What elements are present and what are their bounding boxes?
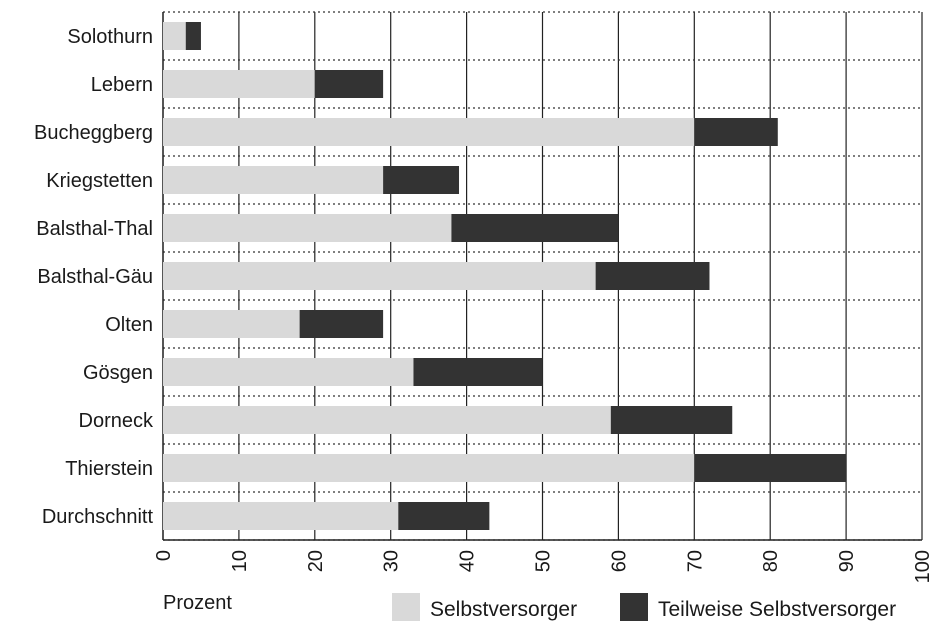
- legend: Selbstversorger Teilweise Selbstversorger: [392, 593, 896, 621]
- bar-teilweise-olten: [299, 310, 384, 338]
- bar-teilweise-thierstein: [694, 454, 847, 482]
- bar-teilweise-dorneck: [610, 406, 733, 434]
- legend-swatch-teilweise: [620, 593, 648, 621]
- x-tick-labels: 0 10 20 30 40 50 60 70 80 90 100: [153, 550, 934, 583]
- x-tick-label: 0: [153, 550, 175, 561]
- bar-teilweise-lebern: [314, 70, 384, 98]
- legend-label: Selbstversorger: [430, 598, 577, 621]
- bar-selbstversorger-solothurn: [163, 22, 186, 50]
- bar-teilweise-durchschnitt: [398, 502, 490, 530]
- bar-teilweise-bucheggberg: [694, 118, 778, 146]
- bar-teilweise-gösgen: [413, 358, 543, 386]
- bar-selbstversorger-dorneck: [163, 406, 611, 434]
- x-tick-label: 60: [608, 550, 630, 572]
- legend-swatch-selbstversorger: [392, 593, 420, 621]
- x-tick-label: 90: [836, 550, 858, 572]
- x-tick-label: 20: [305, 550, 327, 572]
- bar-selbstversorger-gösgen: [163, 358, 414, 386]
- x-tick-label: 50: [533, 550, 555, 572]
- bars: [163, 22, 847, 530]
- category-labels: Solothurn Lebern Bucheggberg Kriegstetten Ba…: [34, 26, 154, 528]
- bar-selbstversorger-balsthal-thal: [163, 214, 452, 242]
- x-axis-label: Prozent: [163, 592, 232, 614]
- category-label: Lebern: [91, 74, 153, 96]
- legend-label: Teilweise Selbstversorger: [658, 598, 896, 621]
- category-label: Durchschnitt: [42, 506, 154, 528]
- category-label: Balsthal-Thal: [36, 218, 153, 240]
- category-label: Olten: [105, 314, 153, 336]
- bar-selbstversorger-thierstein: [163, 454, 695, 482]
- bar-teilweise-solothurn: [185, 22, 201, 50]
- bar-selbstversorger-lebern: [163, 70, 315, 98]
- bar-selbstversorger-bucheggberg: [163, 118, 695, 146]
- bar-selbstversorger-olten: [163, 310, 300, 338]
- grid: [162, 11, 923, 541]
- bar-selbstversorger-balsthal-gäu: [163, 262, 596, 290]
- bar-teilweise-kriegstetten: [383, 166, 460, 194]
- x-tick-label: 80: [760, 550, 782, 572]
- category-label: Dorneck: [79, 410, 154, 432]
- category-label: Thierstein: [65, 458, 153, 480]
- bar-teilweise-balsthal-thal: [451, 214, 619, 242]
- x-tick-label: 40: [457, 550, 479, 572]
- bar-selbstversorger-durchschnitt: [163, 502, 399, 530]
- x-tick-label: 10: [229, 550, 251, 572]
- category-label: Solothurn: [67, 26, 153, 48]
- x-tick-label: 100: [912, 550, 934, 583]
- bar-teilweise-balsthal-gäu: [595, 262, 710, 290]
- x-tick-label: 70: [684, 550, 706, 572]
- category-label: Bucheggberg: [34, 122, 153, 144]
- x-tick-label: 30: [381, 550, 403, 572]
- bar-selbstversorger-kriegstetten: [163, 166, 384, 194]
- category-label: Kriegstetten: [46, 170, 153, 192]
- category-label: Gösgen: [83, 362, 153, 384]
- category-label: Balsthal-Gäu: [37, 266, 153, 288]
